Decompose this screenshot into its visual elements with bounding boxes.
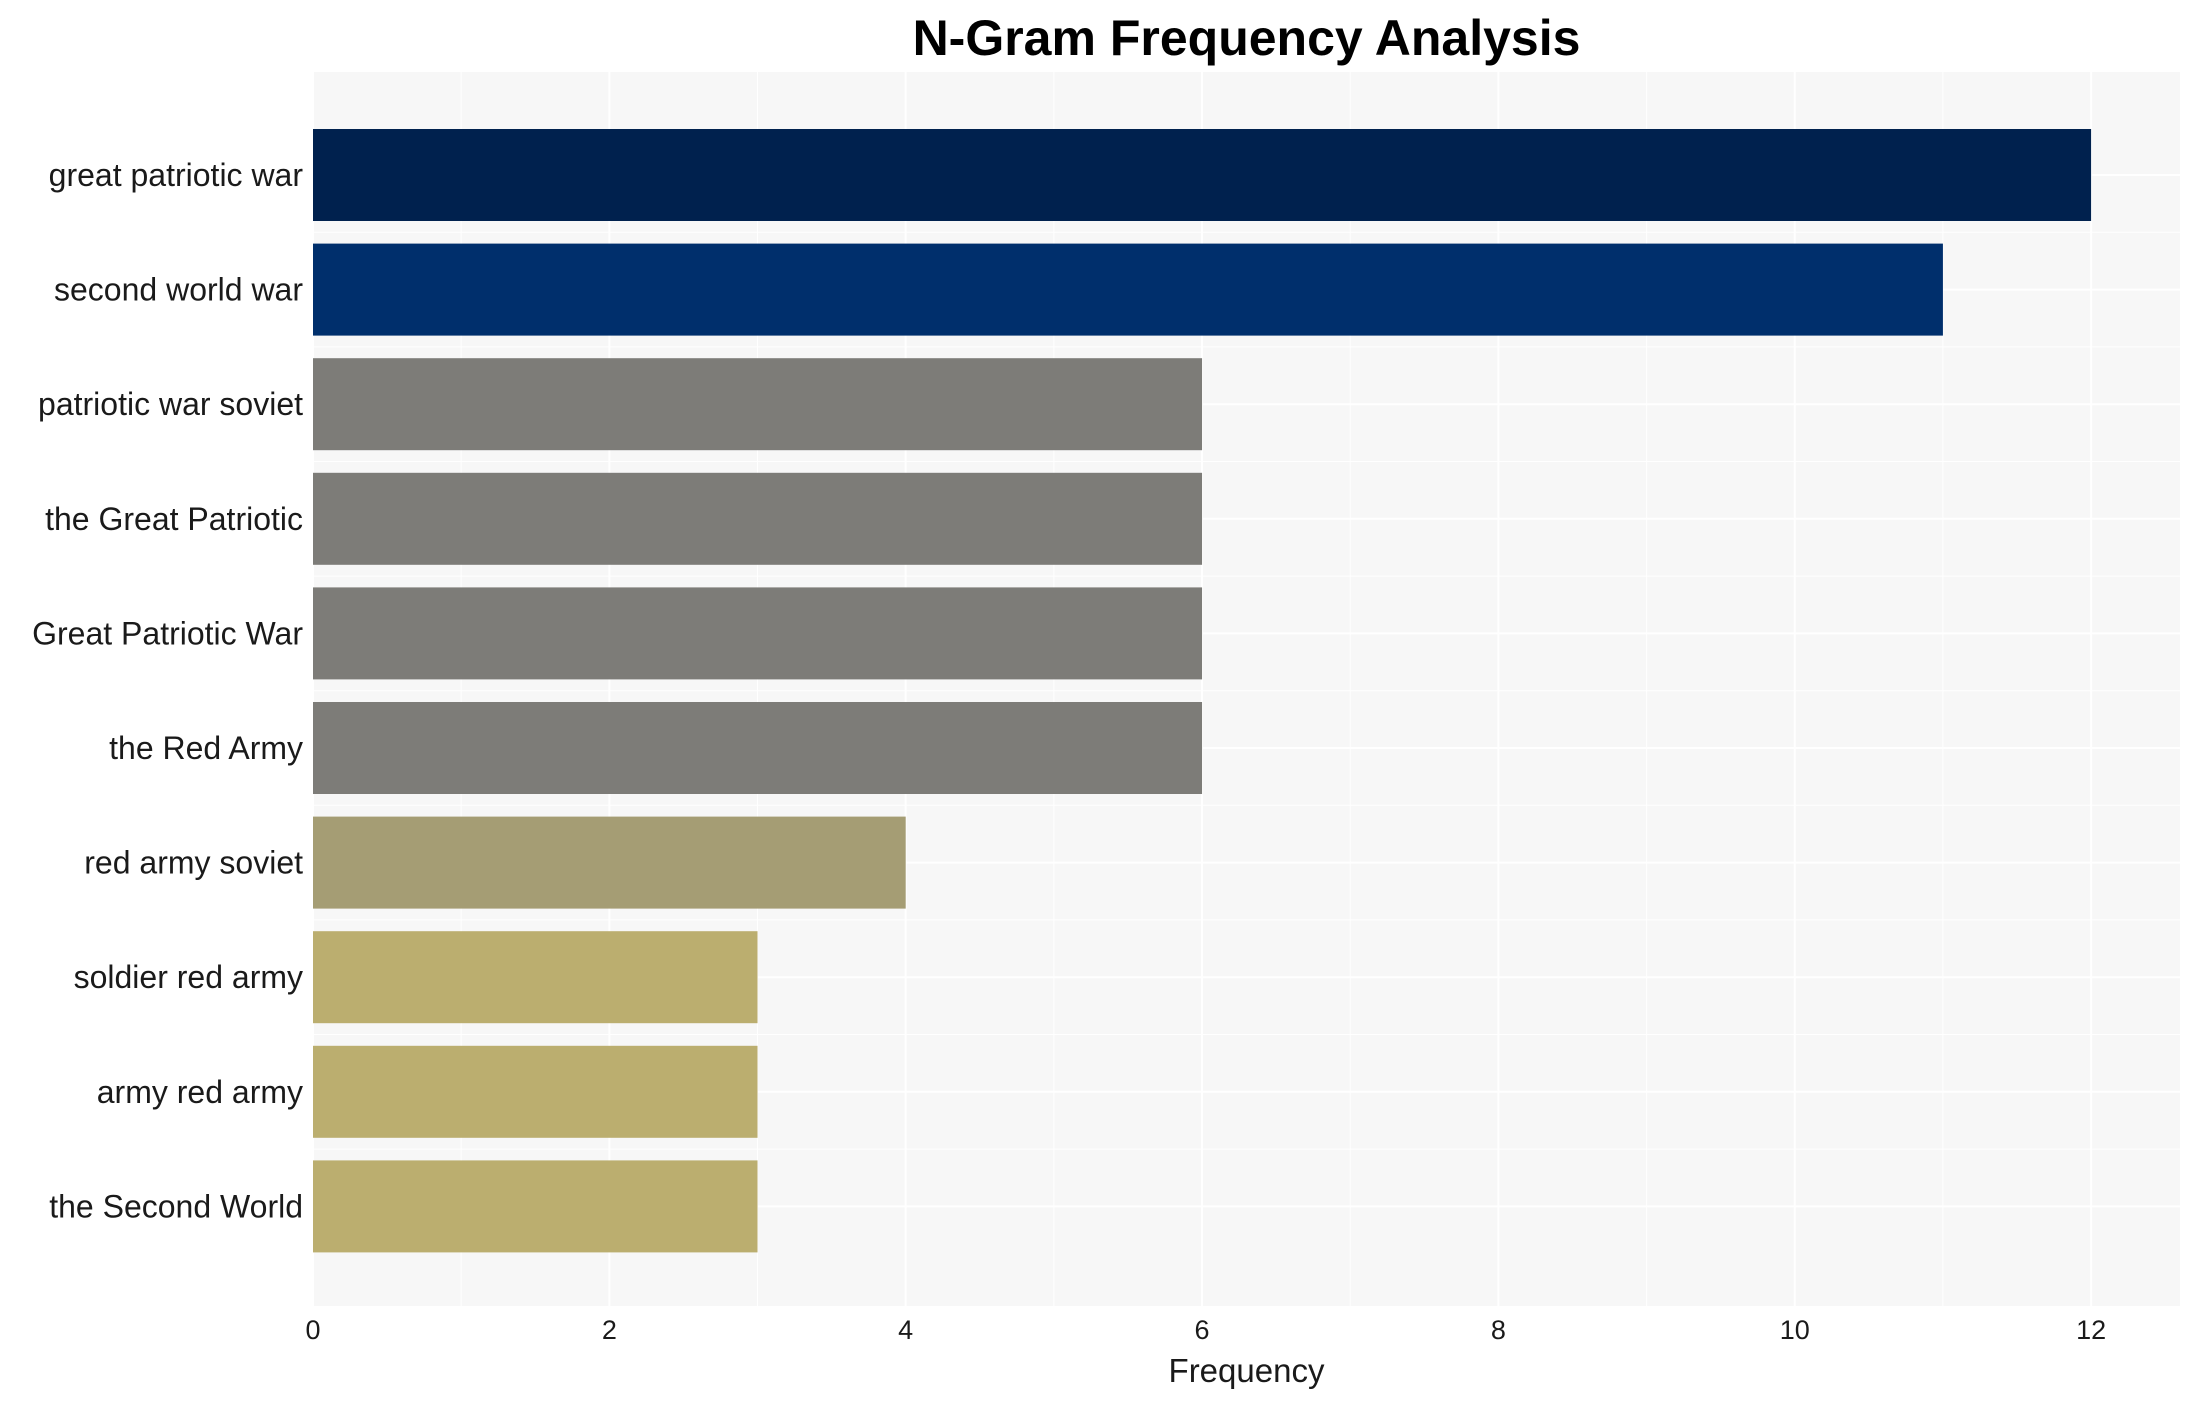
bars bbox=[313, 129, 2092, 1253]
bar bbox=[313, 931, 758, 1024]
category-label: red army soviet bbox=[84, 845, 303, 881]
category-label: the Second World bbox=[49, 1188, 303, 1224]
bar bbox=[313, 816, 906, 909]
category-label: army red army bbox=[97, 1074, 303, 1110]
category-label: the Great Patriotic bbox=[45, 501, 303, 537]
bar bbox=[313, 587, 1203, 680]
x-tick-label: 8 bbox=[1491, 1315, 1506, 1345]
x-tick-label: 10 bbox=[1780, 1315, 1810, 1345]
category-label: second world war bbox=[54, 272, 303, 308]
bar bbox=[313, 243, 1943, 336]
category-label: the Red Army bbox=[109, 730, 303, 766]
x-tick-label: 2 bbox=[602, 1315, 617, 1345]
category-label: patriotic war soviet bbox=[38, 386, 303, 422]
chart-title: N-Gram Frequency Analysis bbox=[913, 10, 1581, 66]
x-tick-label: 6 bbox=[1195, 1315, 1210, 1345]
bar bbox=[313, 1045, 758, 1138]
category-label: soldier red army bbox=[74, 959, 303, 995]
x-tick-label: 12 bbox=[2076, 1315, 2106, 1345]
category-label: Great Patriotic War bbox=[32, 615, 303, 651]
bar bbox=[313, 129, 2092, 221]
category-label: great patriotic war bbox=[49, 157, 304, 193]
bar bbox=[313, 358, 1203, 451]
bar bbox=[313, 702, 1203, 794]
x-tick-label: 4 bbox=[898, 1315, 913, 1345]
x-axis-label: Frequency bbox=[1169, 1352, 1325, 1389]
x-tick-label: 0 bbox=[305, 1315, 320, 1345]
bar bbox=[313, 472, 1203, 565]
category-labels: great patriotic war second world war patri… bbox=[32, 157, 303, 1224]
x-tick-labels: 0 2 4 6 8 10 12 bbox=[305, 1315, 2106, 1345]
bar bbox=[313, 1160, 758, 1253]
